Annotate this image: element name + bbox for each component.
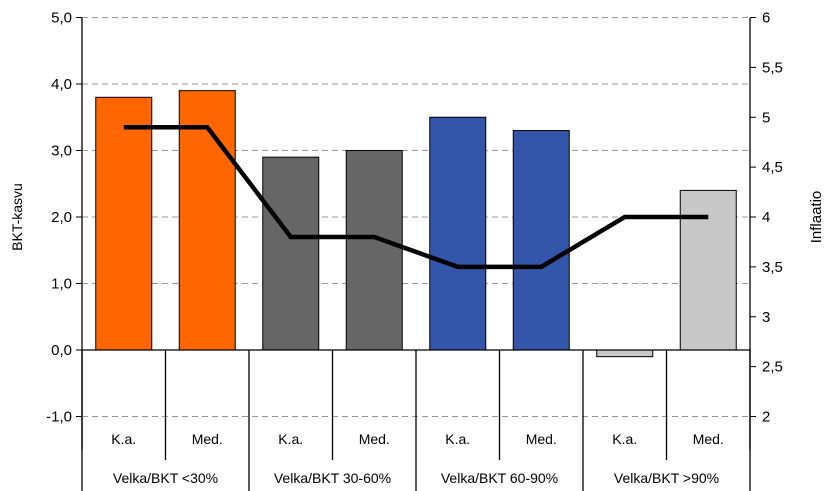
bar <box>429 116 487 351</box>
y2-tick-label: 4 <box>762 209 770 226</box>
y2-tick-label: 2,5 <box>762 359 783 376</box>
y-tick-label: 4,0 <box>51 76 72 93</box>
category-label: Med. <box>526 431 557 447</box>
y2-tick-label: 6 <box>762 10 770 27</box>
bar <box>95 96 153 351</box>
y-tick-label: -1,0 <box>46 409 72 426</box>
category-label: Med. <box>359 431 390 447</box>
y2-tick-label: 2 <box>762 409 770 426</box>
y2-tick-label: 4,5 <box>762 159 783 176</box>
group-label: Velka/BKT 60-90% <box>441 470 558 486</box>
y-tick-label: 2,0 <box>51 209 72 226</box>
inflation-line-layer <box>123 124 709 270</box>
category-label: K.a. <box>111 431 136 447</box>
category-label: Med. <box>693 431 724 447</box>
labels: -1,0 0,0 1,0 2,0 3,0 4,0 5,0 2 2,5 3 3,5 4 4,5 5 5,5 6 K… <box>46 10 783 487</box>
inflation-line <box>123 124 709 270</box>
bars <box>95 90 737 358</box>
y-tick-label: 3,0 <box>51 143 72 160</box>
y-axis-title: BKT-kasvu <box>9 183 25 251</box>
bar <box>679 189 737 351</box>
axes <box>76 17 756 491</box>
y2-tick-label: 3,5 <box>762 259 783 276</box>
category-label: K.a. <box>612 431 637 447</box>
category-label: K.a. <box>278 431 303 447</box>
bar <box>262 156 320 351</box>
y2-tick-label: 3 <box>762 309 770 326</box>
y2-axis-title: Inflaatio <box>808 191 825 244</box>
y2-tick-label: 5,5 <box>762 59 783 76</box>
group-label: Velka/BKT 30-60% <box>274 470 391 486</box>
bar <box>345 150 403 351</box>
group-label: Velka/BKT >90% <box>614 470 719 486</box>
category-label: K.a. <box>445 431 470 447</box>
y-tick-label: 1,0 <box>51 276 72 293</box>
y2-tick-label: 5 <box>762 109 770 126</box>
y-tick-label: 5,0 <box>51 10 72 27</box>
bar <box>596 349 654 358</box>
y-tick-label: 0,0 <box>51 342 72 359</box>
bar <box>178 90 236 351</box>
group-label: Velka/BKT <30% <box>113 470 218 486</box>
category-label: Med. <box>192 431 223 447</box>
bar <box>512 130 570 351</box>
